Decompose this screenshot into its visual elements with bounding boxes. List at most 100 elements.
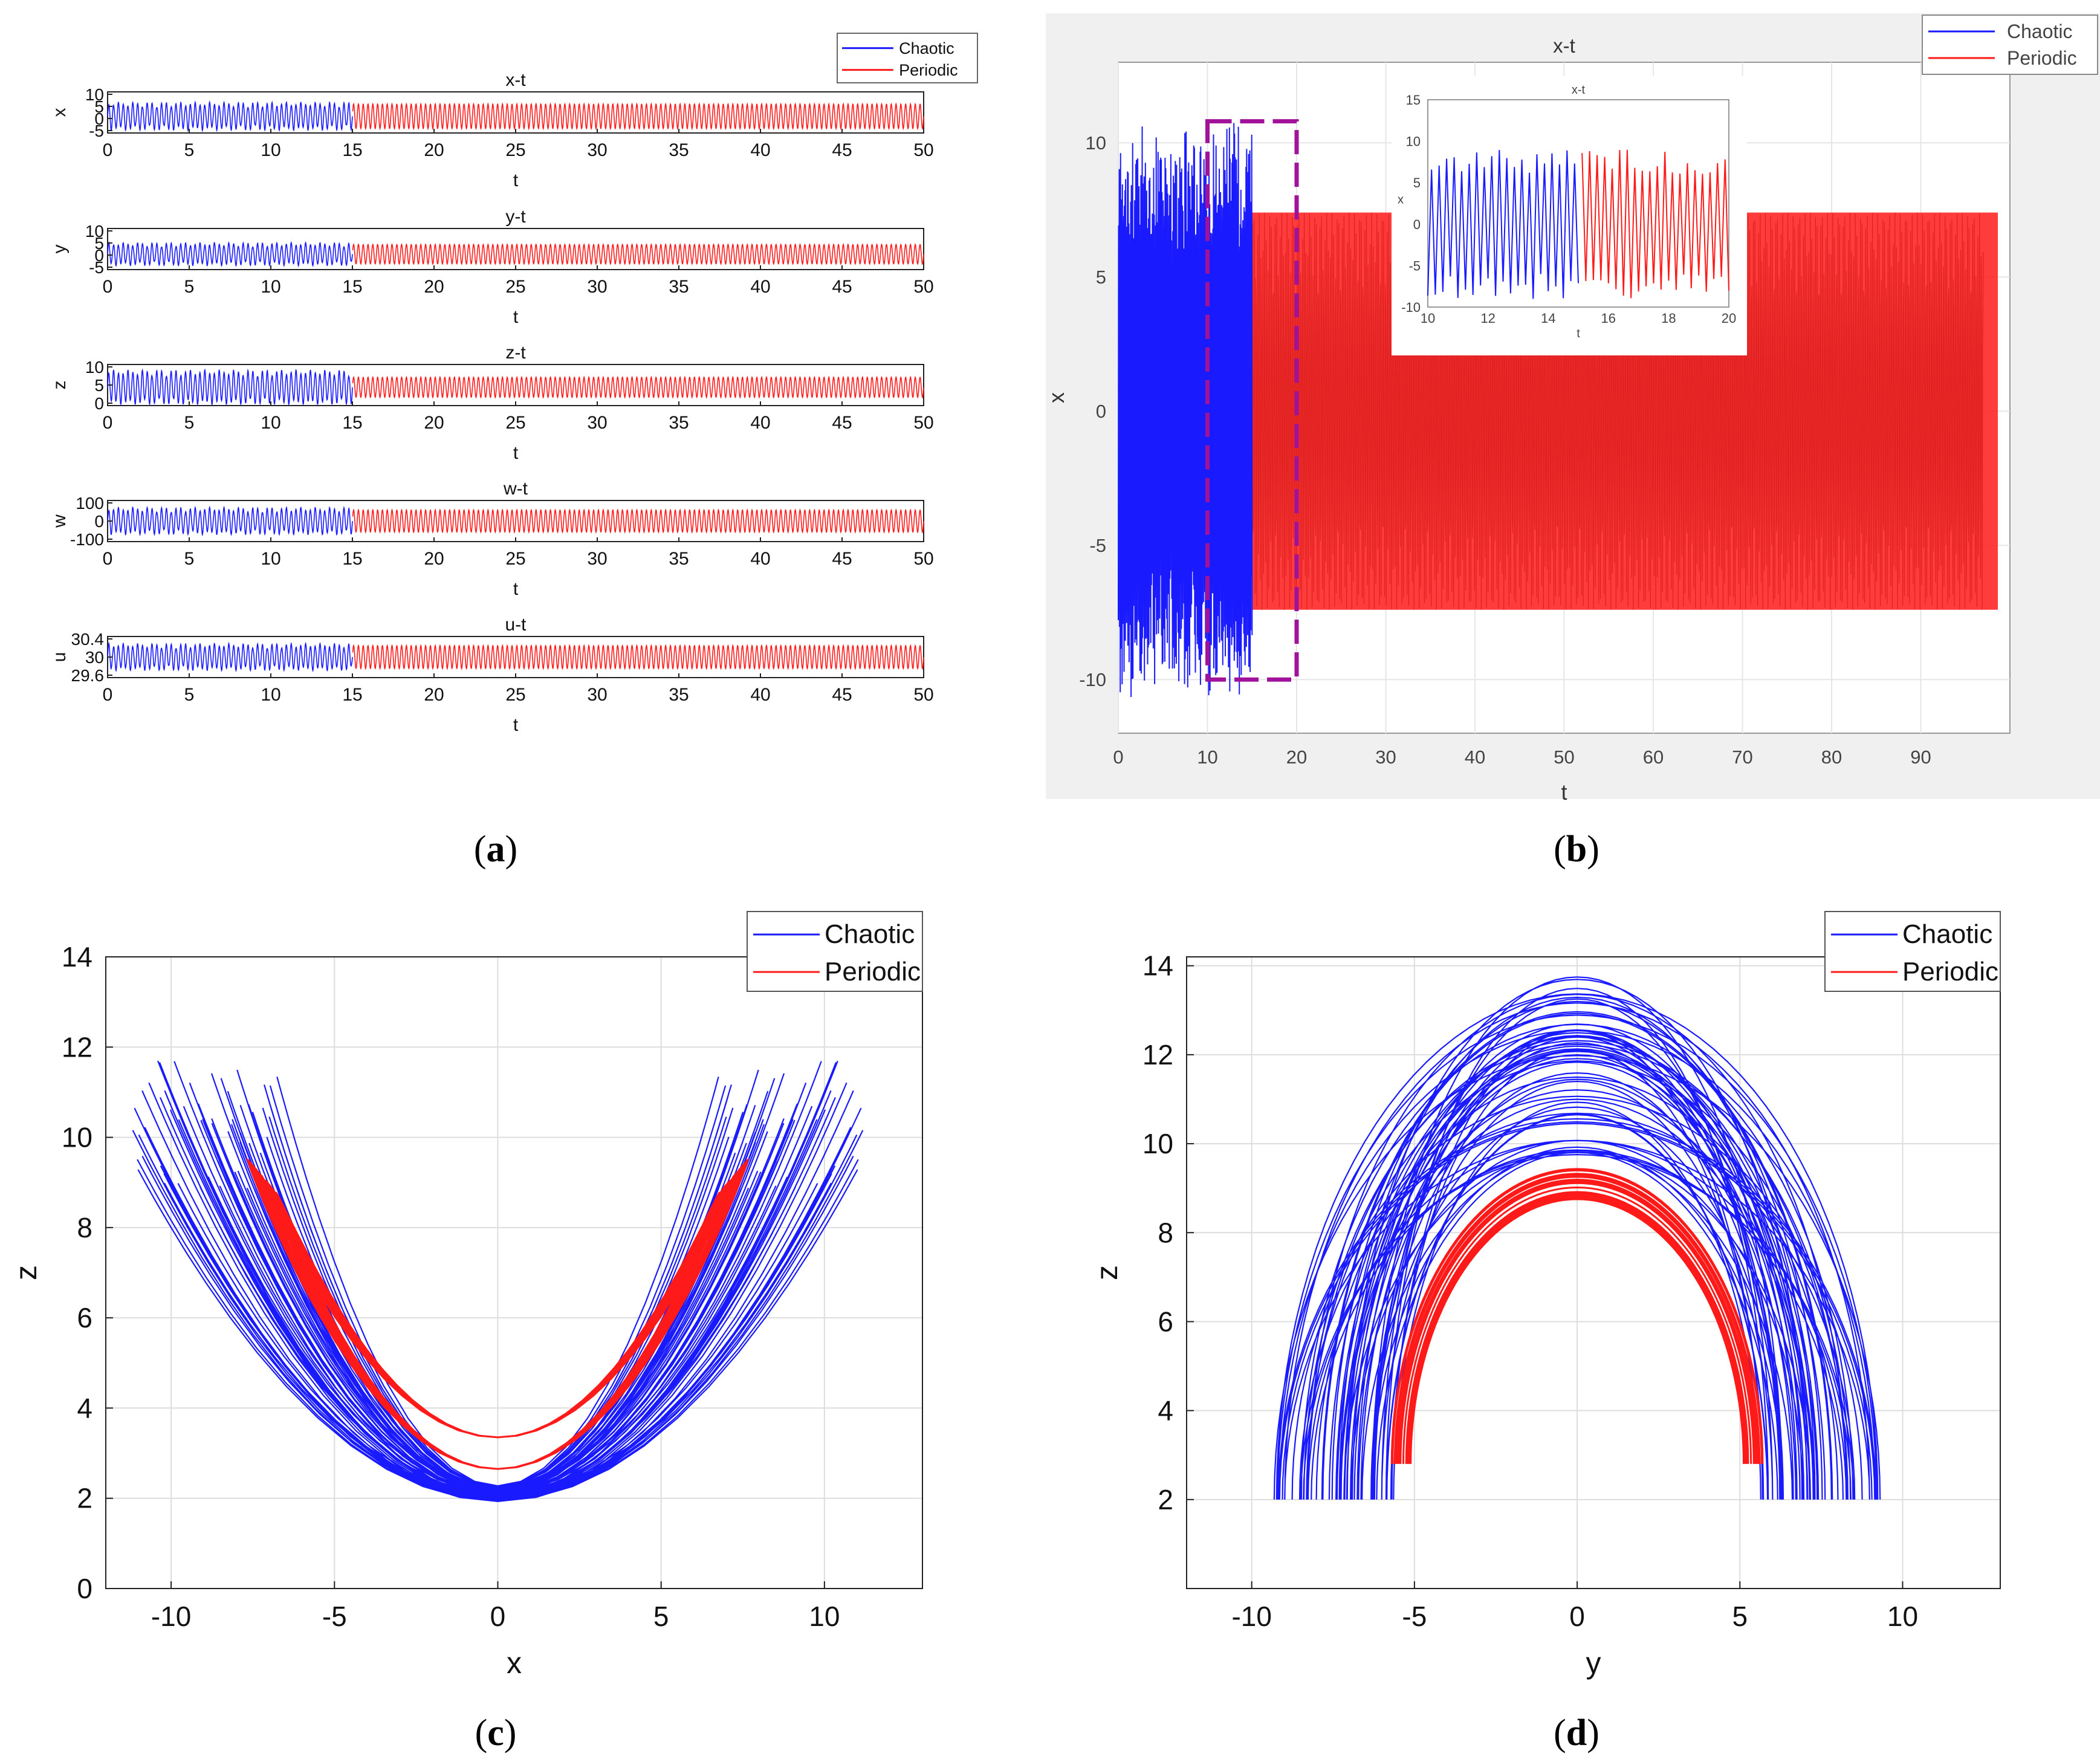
panel-a-xtick-label-4-3: 15 xyxy=(342,685,362,705)
panel-d-xlabel: y xyxy=(1586,1646,1601,1680)
panel-a-xlabel-3: t xyxy=(513,579,519,599)
panel-b-ytick-label-3: -5 xyxy=(1089,535,1106,556)
panel-a-title-2: z-t xyxy=(505,343,526,363)
panel-a-xtick-label-1-10: 50 xyxy=(913,277,933,297)
panel-a-xtick-label-1-2: 10 xyxy=(261,277,280,297)
panel-d-ytick-label-0: 2 xyxy=(1158,1484,1173,1515)
panel-c-xtick-label-0: -10 xyxy=(151,1601,191,1632)
panel-a-xtick-label-1-4: 20 xyxy=(424,277,444,297)
panel-a-xtick-label-3-10: 50 xyxy=(913,549,933,569)
panel-b-inset-xlabel: t xyxy=(1577,327,1580,340)
panel-a-title-1: y-t xyxy=(505,207,526,227)
panel-a-ytick-label-1-1: 5 xyxy=(94,234,104,253)
panel-a-xtick-label-3-0: 0 xyxy=(103,549,113,569)
panel-d-ytick-label-4: 10 xyxy=(1142,1128,1173,1159)
panel-a-periodic-line-3 xyxy=(352,508,924,534)
panel-a-xtick-label-0-9: 45 xyxy=(832,140,852,160)
panel-d-chaotic-trajectory xyxy=(1273,976,1881,1500)
panel-a-chaotic-line-2 xyxy=(107,368,353,406)
panel-a-periodic-line-2 xyxy=(352,375,924,399)
panel-b-inset-xtick-label-1: 12 xyxy=(1480,311,1495,326)
panel-a-ylabel-4: u xyxy=(50,652,70,662)
panel-b-inset-ylabel: x xyxy=(1398,193,1404,207)
panel-c-xtick-label-3: 5 xyxy=(653,1601,669,1632)
panel-d-axes-frame xyxy=(1186,956,2001,1589)
panel-a-xtick-label-0-0: 0 xyxy=(103,140,113,160)
panel-b-xtick-label-2: 20 xyxy=(1286,747,1307,768)
panel-b-xtick-label-8: 80 xyxy=(1821,747,1842,768)
panel-a-xlabel-1: t xyxy=(513,307,519,327)
panel-a-ytick-label-0-0: 10 xyxy=(85,85,104,104)
panel-b-ylabel: x xyxy=(1044,392,1069,403)
panel-a-periodic-line-0 xyxy=(352,102,924,131)
panel-a-xtick-label-0-5: 25 xyxy=(505,140,525,160)
panel-c-legend-chaotic-label: Chaotic xyxy=(825,919,915,949)
panel-a-xtick-label-1-3: 15 xyxy=(342,277,362,297)
panel-b-ytick-label-4: -10 xyxy=(1079,669,1106,690)
panel-c-legend-box xyxy=(747,911,923,992)
panel-a-title-4: u-t xyxy=(505,615,527,635)
panel-a-ytick-label-2-0: 10 xyxy=(85,358,104,377)
panel-a-xtick-label-2-0: 0 xyxy=(103,413,113,433)
panel-a-xtick-label-4-8: 40 xyxy=(750,685,770,705)
panel-a-xtick-label-1-7: 35 xyxy=(669,277,689,297)
panel-a-xtick-label-4-10: 50 xyxy=(913,685,933,705)
panel-a-xtick-label-0-4: 20 xyxy=(424,140,444,160)
panel-b-xtick-label-0: 0 xyxy=(1113,747,1123,768)
panel-label-d: (d) xyxy=(1554,1712,1599,1754)
panel-a-ytick-label-0-2: 0 xyxy=(94,109,104,128)
panel-a-xlabel-0: t xyxy=(513,170,519,190)
panel-a-ytick-label-2-2: 0 xyxy=(94,394,104,413)
panel-a-title-3: w-t xyxy=(503,479,528,499)
panel-c-legend-periodic-label: Periodic xyxy=(825,957,921,986)
panel-a-xtick-label-2-5: 25 xyxy=(505,413,525,433)
panel-a-legend-chaotic-label: Chaotic xyxy=(899,39,954,57)
panel-a-xtick-label-3-1: 5 xyxy=(184,549,195,569)
panel-a-ytick-label-3-1: 0 xyxy=(94,512,104,531)
panel-a-xtick-label-2-3: 15 xyxy=(342,413,362,433)
panel-a-xtick-label-1-9: 45 xyxy=(832,277,852,297)
panel-a-ytick-label-0-3: -5 xyxy=(89,121,104,140)
panel-b-legend-periodic-label: Periodic xyxy=(2007,47,2077,69)
panel-a-xtick-label-0-3: 15 xyxy=(342,140,362,160)
panel-b-inset-ytick-label-1: 10 xyxy=(1406,134,1421,149)
panel-a-chaotic-line-3 xyxy=(107,505,353,537)
panel-c-ytick-label-6: 12 xyxy=(62,1031,92,1063)
panel-c-xtick-label-4: 10 xyxy=(809,1601,840,1632)
panel-d-xtick-label-4: 10 xyxy=(1887,1601,1918,1632)
panel-a-xtick-label-1-1: 5 xyxy=(184,277,195,297)
panel-a-xtick-label-2-10: 50 xyxy=(913,413,933,433)
panel-b-xtick-label-3: 30 xyxy=(1375,747,1396,768)
panel-a-ytick-label-1-2: 0 xyxy=(94,246,104,265)
panel-a-xtick-label-3-4: 20 xyxy=(424,549,444,569)
panel-b-inset-periodic-line xyxy=(1581,149,1729,299)
panel-a-xtick-label-4-1: 5 xyxy=(184,685,195,705)
panel-b-ytick-label-1: 5 xyxy=(1096,267,1106,288)
panel-c-ylabel: z xyxy=(9,1265,43,1280)
panel-a-xtick-label-3-8: 40 xyxy=(750,549,770,569)
panel-a-xtick-label-0-10: 50 xyxy=(913,140,933,160)
panel-c-ytick-label-0: 0 xyxy=(77,1573,92,1604)
panel-a-xtick-label-1-0: 0 xyxy=(103,277,113,297)
panel-a-xtick-label-2-9: 45 xyxy=(832,413,852,433)
panel-b-legend-chaotic-label: Chaotic xyxy=(2007,21,2073,42)
panel-a-ylabel-3: w xyxy=(50,514,70,528)
panel-a-xtick-label-1-8: 40 xyxy=(750,277,770,297)
panel-a-xtick-label-1-5: 25 xyxy=(505,277,525,297)
panel-d-xtick-label-0: -10 xyxy=(1231,1601,1271,1632)
panel-a-xtick-label-0-1: 5 xyxy=(184,140,195,160)
panel-a-xtick-label-0-2: 10 xyxy=(261,140,280,160)
panel-a-xtick-label-2-4: 20 xyxy=(424,413,444,433)
panel-d-xtick-label-1: -5 xyxy=(1402,1601,1427,1632)
panel-a-legend-box xyxy=(837,33,978,83)
panel-a-xtick-label-0-8: 40 xyxy=(750,140,770,160)
panel-d-legend-box xyxy=(1824,911,2001,992)
panel-d-ytick-label-2: 6 xyxy=(1158,1306,1173,1337)
panel-a-xtick-label-4-5: 25 xyxy=(505,685,525,705)
panel-a-periodic-line-4 xyxy=(352,644,924,670)
panel-a-periodic-line-1 xyxy=(352,243,924,265)
panel-a-title-0: x-t xyxy=(505,70,526,90)
panel-c-xlabel: x xyxy=(507,1646,522,1680)
panel-label-b: (b) xyxy=(1554,829,1599,870)
